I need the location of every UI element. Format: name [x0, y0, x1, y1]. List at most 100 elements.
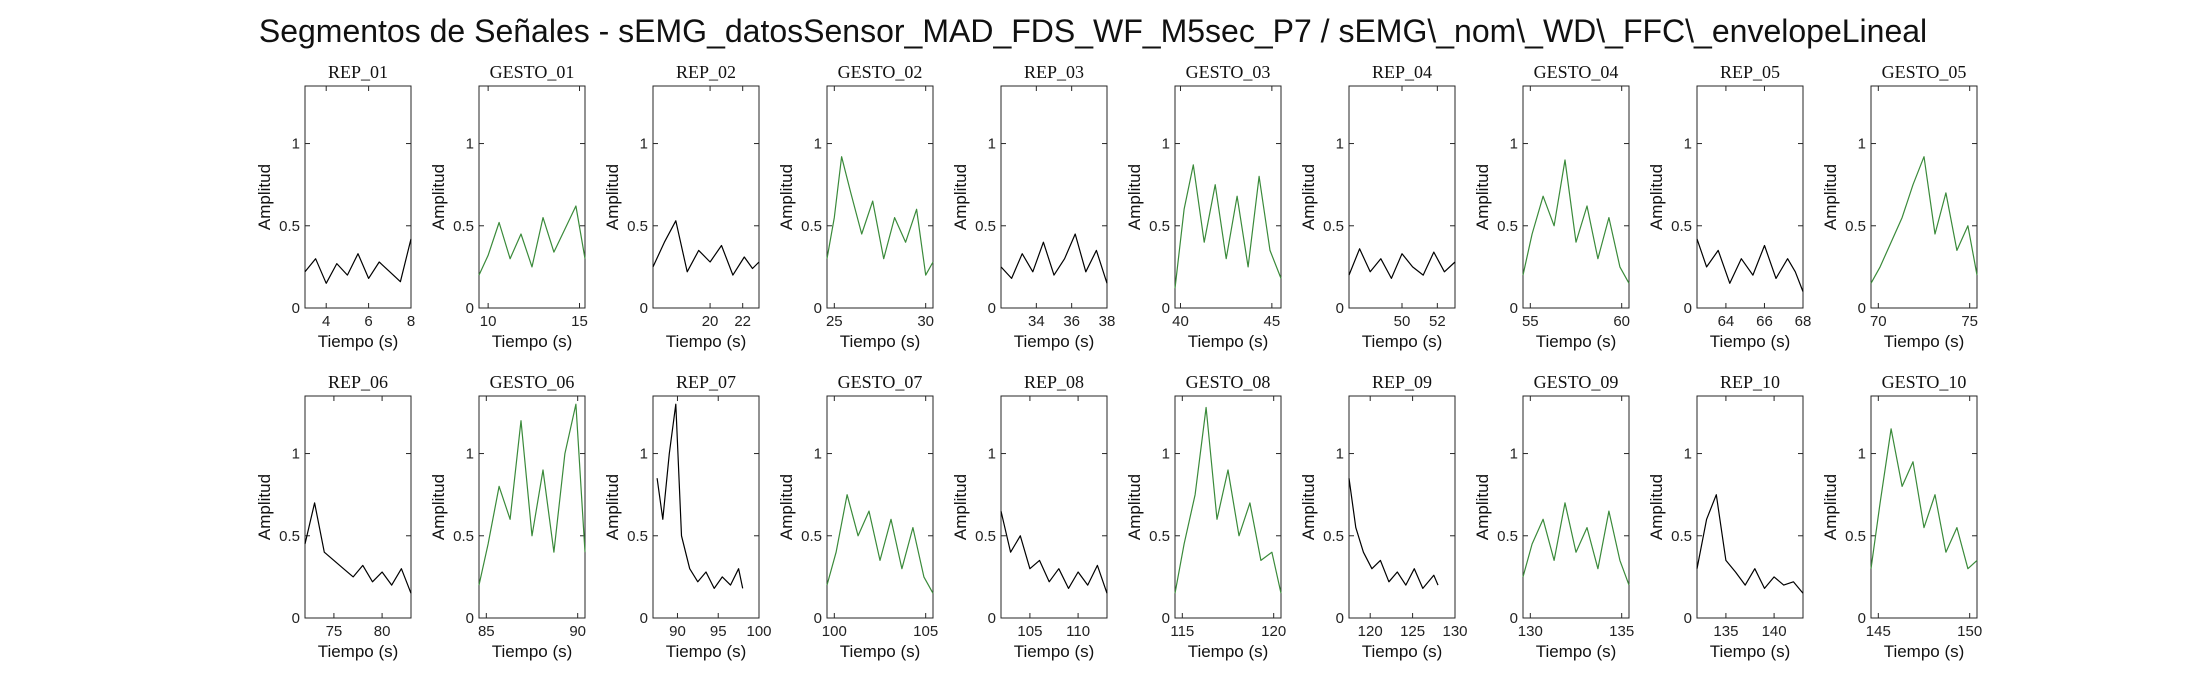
x-tick-label: 8 — [407, 313, 415, 330]
axes-box — [652, 85, 760, 309]
axes-box — [826, 395, 934, 619]
y-tick-label: 0 — [1336, 610, 1344, 627]
x-axis-label: Tiempo (s) — [318, 642, 399, 661]
subplot-title: REP_02 — [676, 62, 736, 82]
x-tick-label: 30 — [917, 313, 934, 330]
axes-box — [1522, 395, 1630, 619]
signal-line-gesto-08 — [1174, 406, 1282, 594]
y-tick-label: 1 — [640, 136, 648, 153]
signal-line-rep-04 — [1348, 248, 1456, 279]
x-tick-label: 45 — [1264, 313, 1281, 330]
y-axis-label: Amplitud — [1821, 474, 1840, 540]
subplot-title: REP_03 — [1024, 62, 1084, 82]
y-axis-label: Amplitud — [1647, 164, 1666, 230]
subplot-gesto-06: GESTO_06 0 0.5 1 85 90 Tiempo (s) Amplitud — [429, 372, 586, 661]
y-tick-label: 0 — [292, 610, 300, 627]
subplot-gesto-10: GESTO_10 0 0.5 1 145 150 Tiempo (s) Amplitud — [1821, 372, 1982, 661]
y-tick-label: 1 — [640, 446, 648, 463]
x-tick-label: 110 — [1066, 623, 1090, 640]
y-axis-label: Amplitud — [1473, 164, 1492, 230]
x-tick-label: 120 — [1358, 623, 1383, 640]
subplot-title: REP_08 — [1024, 372, 1084, 392]
y-tick-label: 0 — [1858, 300, 1866, 317]
signal-line-gesto-10 — [1870, 428, 1978, 570]
x-axis-label: Tiempo (s) — [1014, 332, 1095, 351]
x-tick-label: 105 — [913, 623, 938, 640]
x-tick-label: 40 — [1172, 313, 1189, 330]
subplot-title: GESTO_10 — [1882, 372, 1967, 392]
subplot-rep-08: REP_08 0 0.5 1 105 110 Tiempo (s) Amplitud — [951, 372, 1108, 661]
x-tick-label: 50 — [1394, 313, 1411, 330]
y-axis-label: Amplitud — [951, 164, 970, 230]
y-tick-label: 0 — [988, 610, 996, 627]
subplot-rep-09: REP_09 0 0.5 1 120 125 130 Tiempo (s) Amplitud — [1299, 372, 1468, 661]
subplot-title: GESTO_08 — [1186, 372, 1271, 392]
axes-box — [1348, 85, 1456, 309]
axes-box — [1522, 85, 1630, 309]
x-tick-label: 120 — [1261, 623, 1286, 640]
y-tick-label: 0 — [466, 300, 474, 317]
subplot-rep-07: REP_07 0 0.5 1 90 95 100 Tiempo (s) Amplitud — [603, 372, 772, 661]
x-tick-label: 36 — [1063, 313, 1080, 330]
subplot-rep-10: REP_10 0 0.5 1 135 140 Tiempo (s) Amplitud — [1647, 372, 1804, 661]
subplot-title: GESTO_04 — [1534, 62, 1619, 82]
subplot-gesto-04: GESTO_04 0 0.5 1 55 60 Tiempo (s) Amplitud — [1473, 62, 1630, 351]
subplot-title: GESTO_01 — [490, 62, 575, 82]
x-tick-label: 150 — [1957, 623, 1982, 640]
y-axis-label: Amplitud — [777, 474, 796, 540]
x-tick-label: 130 — [1442, 623, 1467, 640]
x-axis-label: Tiempo (s) — [492, 642, 573, 661]
x-tick-label: 15 — [571, 313, 588, 330]
y-tick-label: 0.5 — [1497, 528, 1518, 545]
subplot-gesto-08: GESTO_08 0 0.5 1 115 120 Tiempo (s) Amplitud — [1125, 372, 1286, 661]
x-tick-label: 68 — [1795, 313, 1812, 330]
signal-line-gesto-04 — [1522, 159, 1630, 284]
subplot-title: REP_09 — [1372, 372, 1432, 392]
x-tick-label: 4 — [322, 313, 330, 330]
y-tick-label: 1 — [1858, 136, 1866, 153]
y-axis-label: Amplitud — [1647, 474, 1666, 540]
subplot-title: GESTO_03 — [1186, 62, 1271, 82]
subplot-gesto-03: GESTO_03 0 0.5 1 40 45 Tiempo (s) Amplitud — [1125, 62, 1282, 351]
y-tick-label: 1 — [814, 136, 822, 153]
x-tick-label: 34 — [1028, 313, 1045, 330]
x-tick-label: 145 — [1866, 623, 1891, 640]
subplot-gesto-07: GESTO_07 0 0.5 1 100 105 Tiempo (s) Amplitud — [777, 372, 938, 661]
y-tick-label: 1 — [988, 136, 996, 153]
axes-box — [826, 85, 934, 309]
signal-line-rep-06 — [304, 502, 412, 594]
y-tick-label: 0.5 — [1497, 218, 1518, 235]
x-tick-label: 100 — [822, 623, 847, 640]
y-tick-label: 0 — [1510, 300, 1518, 317]
y-tick-label: 0 — [466, 610, 474, 627]
axes-box — [1696, 85, 1804, 309]
x-tick-label: 135 — [1609, 623, 1634, 640]
x-tick-label: 130 — [1518, 623, 1543, 640]
y-tick-label: 0.5 — [1323, 528, 1344, 545]
y-tick-label: 0.5 — [1671, 528, 1692, 545]
x-tick-label: 66 — [1756, 313, 1773, 330]
x-tick-label: 64 — [1718, 313, 1735, 330]
y-axis-label: Amplitud — [255, 474, 274, 540]
signal-line-gesto-06 — [478, 403, 586, 586]
x-tick-label: 135 — [1713, 623, 1738, 640]
x-axis-label: Tiempo (s) — [1884, 642, 1965, 661]
x-tick-label: 55 — [1522, 313, 1539, 330]
figure-title: Segmentos de Señales - sEMG_datosSensor_… — [259, 13, 1927, 49]
x-axis-label: Tiempo (s) — [1536, 332, 1617, 351]
x-axis-label: Tiempo (s) — [1014, 642, 1095, 661]
axes-box — [1174, 85, 1282, 309]
subplot-title: REP_01 — [328, 62, 388, 82]
y-tick-label: 1 — [814, 446, 822, 463]
y-tick-label: 1 — [1510, 446, 1518, 463]
y-tick-label: 0.5 — [453, 218, 474, 235]
y-tick-label: 0.5 — [975, 528, 996, 545]
x-axis-label: Tiempo (s) — [1710, 332, 1791, 351]
axes-box — [1000, 395, 1108, 619]
x-tick-label: 22 — [734, 313, 751, 330]
signal-line-rep-10 — [1696, 494, 1804, 594]
x-axis-label: Tiempo (s) — [1362, 642, 1443, 661]
